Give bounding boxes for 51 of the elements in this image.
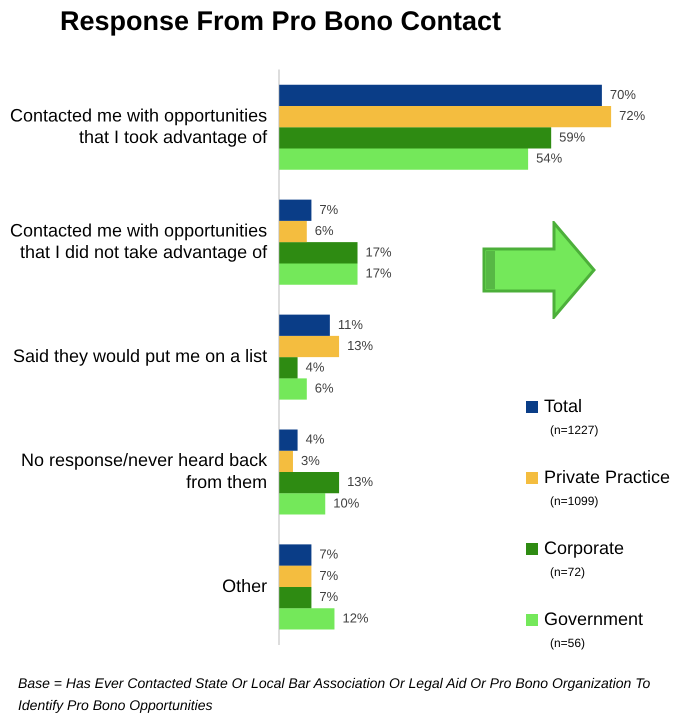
bar <box>279 357 298 378</box>
bar <box>279 263 358 285</box>
bar <box>279 84 602 106</box>
data-label: 7% <box>319 589 339 604</box>
legend-label: Government (n=56) <box>544 609 644 650</box>
data-label: 13% <box>347 474 374 490</box>
bar <box>279 127 552 149</box>
data-label: 4% <box>306 432 325 447</box>
data-label: 17% <box>366 266 392 281</box>
bar <box>279 336 340 358</box>
data-label: 10% <box>333 495 360 510</box>
legend-label: Corporate (n=72) <box>544 538 626 579</box>
bar <box>279 106 612 128</box>
legend-label: Private Practice (n=1099) <box>544 467 670 508</box>
data-label: 7% <box>319 568 339 583</box>
bar <box>279 242 358 264</box>
data-label: 17% <box>366 244 392 260</box>
legend-label: Total (n=1227) <box>544 396 600 437</box>
y-tick-label: No response/never heard back from them <box>20 450 268 492</box>
bar <box>279 566 312 587</box>
bar <box>279 472 340 494</box>
text: Base = Has Ever Contacted State Or Local Bar Association Or Legal Aid Or Pro Bono Organization To Identify Pro Bono Opportunities <box>18 674 652 715</box>
data-label: 72% <box>619 108 646 124</box>
data-label: 7% <box>319 202 339 217</box>
y-tick-label: Other <box>222 576 268 596</box>
bar <box>279 148 528 170</box>
bar <box>279 544 312 566</box>
data-label: 70% <box>610 86 636 102</box>
data-label: 54% <box>536 150 563 166</box>
data-label: 6% <box>314 223 334 238</box>
bar <box>279 200 312 221</box>
data-label: 4% <box>306 359 325 374</box>
y-tick-label: Said they would put me on a list <box>12 346 268 366</box>
chart-title: Response From Pro Bono Contact <box>60 6 502 37</box>
bar <box>279 430 298 451</box>
data-label: 3% <box>300 452 320 468</box>
data-label: 13% <box>347 338 374 354</box>
data-label: 12% <box>342 610 369 626</box>
bar <box>279 493 326 515</box>
bar <box>279 220 307 242</box>
bar <box>279 586 312 608</box>
data-label: 11% <box>338 316 364 332</box>
data-label: 6% <box>314 380 334 396</box>
data-label: 7% <box>319 546 339 562</box>
y-tick-label: Contacted me with opportunities that I took advantage of <box>10 105 268 148</box>
bar <box>279 450 293 472</box>
bar <box>279 314 330 336</box>
data-label: 59% <box>559 129 586 144</box>
bar <box>279 378 307 400</box>
y-tick-label: Contacted me with opportunities that I did not take advantage of <box>10 220 268 262</box>
bar <box>279 608 334 630</box>
